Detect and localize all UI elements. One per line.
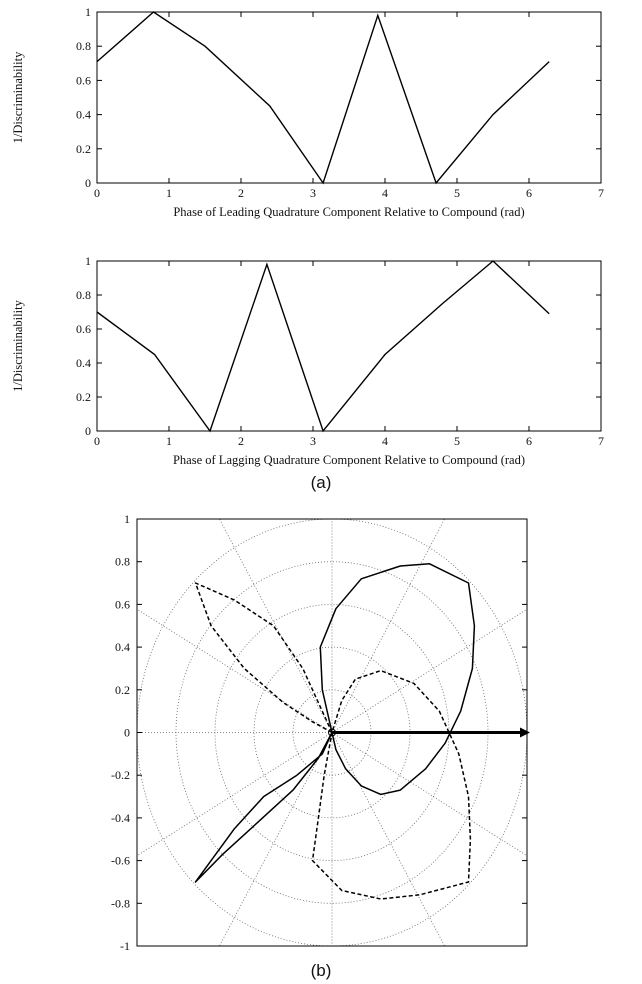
y-tick-label: 1 (124, 512, 130, 526)
y-tick-label: 0 (124, 726, 130, 740)
x-tick-label: 3 (310, 434, 316, 448)
y-tick-label: 0.8 (76, 39, 91, 53)
grid-spoke (331, 732, 527, 857)
plot-frame (96, 11, 602, 184)
x-tick-label: 1 (166, 186, 172, 200)
x-tick-label: 5 (454, 434, 460, 448)
x-tick-label: 7 (598, 434, 604, 448)
x-tick-label: 6 (526, 186, 532, 200)
x-axis-label: Phase of Lagging Quadrature Component Re… (173, 453, 525, 467)
y-tick-label: -0.4 (111, 811, 130, 825)
y-tick-label: 0.6 (76, 322, 91, 336)
caption-b: (b) (311, 961, 332, 980)
y-tick-label: 0.6 (76, 73, 91, 87)
x-tick-label: 3 (310, 186, 316, 200)
grid-spoke (218, 519, 333, 733)
y-axis-label: 1/Discriminability (11, 51, 25, 143)
y-tick-label: -0.6 (111, 854, 130, 868)
grid-spoke (137, 732, 333, 857)
y-tick-label: 0.4 (76, 356, 91, 370)
series-line (96, 11, 550, 185)
plot-frame (96, 260, 602, 432)
y-tick-label: 0.8 (115, 555, 130, 569)
x-tick-label: 2 (238, 434, 244, 448)
x-tick-label: 4 (382, 186, 388, 200)
x-tick-label: 0 (94, 434, 100, 448)
series-line (96, 260, 550, 433)
x-axis-label: Phase of Leading Quadrature Component Re… (173, 205, 524, 219)
grid-spoke (331, 608, 527, 733)
caption-a: (a) (311, 473, 332, 492)
y-tick-label: 0.8 (76, 288, 91, 302)
x-tick-label: 4 (382, 434, 388, 448)
y-tick-label: 0.4 (76, 108, 91, 122)
x-tick-label: 6 (526, 434, 532, 448)
x-tick-label: 7 (598, 186, 604, 200)
y-tick-label: -1 (120, 939, 130, 953)
y-tick-label: 0.2 (76, 390, 91, 404)
dashed-curve (194, 582, 472, 900)
origin-marker (328, 728, 336, 737)
y-tick-label: 0.2 (76, 142, 91, 156)
y-axis-label: 1/Discriminability (11, 299, 25, 391)
y-tick-label: 0.2 (115, 683, 130, 697)
solid-curve (194, 563, 476, 883)
y-tick-label: 0 (85, 176, 91, 190)
y-tick-label: 0 (85, 424, 91, 438)
x-tick-label: 5 (454, 186, 460, 200)
y-tick-label: -0.8 (111, 896, 130, 910)
y-tick-label: 0.6 (115, 597, 130, 611)
x-tick-label: 2 (238, 186, 244, 200)
x-tick-label: 0 (94, 186, 100, 200)
x-tick-label: 1 (166, 434, 172, 448)
polar-chart: -1 -0.8 -0.6 -0.4 -0.2 0 0.2 0.4 0.6 0.8 1 (111, 512, 530, 953)
y-tick-label: 1 (85, 254, 91, 268)
grid-spoke (137, 608, 333, 733)
y-tick-label: -0.2 (111, 768, 130, 782)
y-tick-label: 0.4 (115, 640, 130, 654)
y-tick-label: 1 (85, 5, 91, 19)
grid-spoke (331, 732, 446, 946)
